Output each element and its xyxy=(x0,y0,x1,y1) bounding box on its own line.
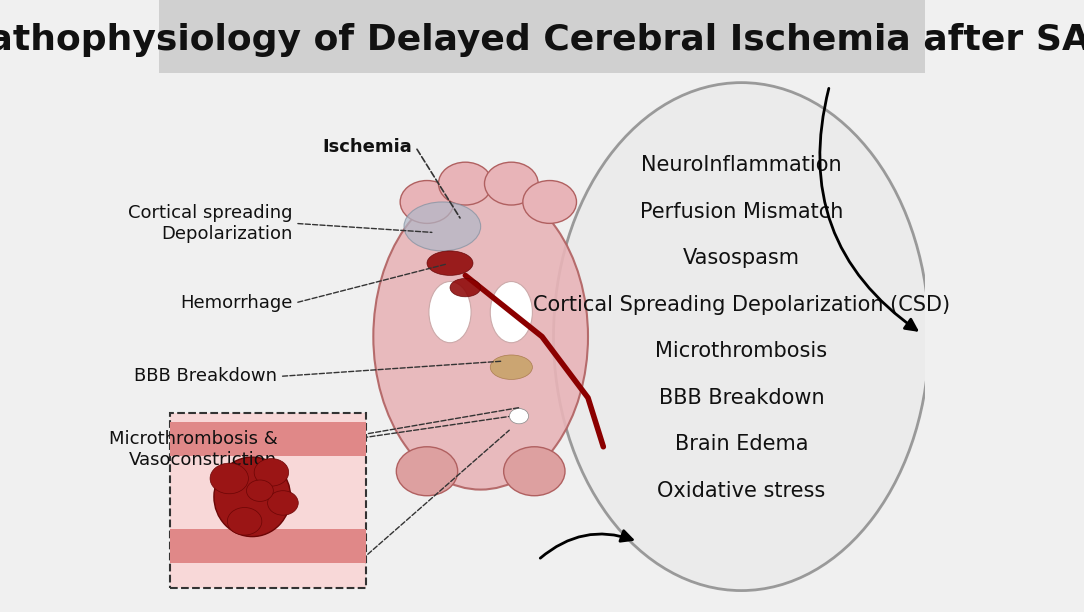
Ellipse shape xyxy=(246,480,273,501)
Text: Cortical spreading
Depolarization: Cortical spreading Depolarization xyxy=(128,204,293,243)
Text: Oxidative stress: Oxidative stress xyxy=(657,481,826,501)
Ellipse shape xyxy=(397,447,457,496)
Ellipse shape xyxy=(373,184,588,490)
Ellipse shape xyxy=(268,491,298,515)
Ellipse shape xyxy=(210,463,248,494)
Ellipse shape xyxy=(228,507,262,535)
Text: Cortical Spreading Depolarization (CSD): Cortical Spreading Depolarization (CSD) xyxy=(533,295,950,315)
Ellipse shape xyxy=(400,181,454,223)
Text: Brain Edema: Brain Edema xyxy=(674,435,808,454)
FancyBboxPatch shape xyxy=(170,529,365,563)
Text: Vasospasm: Vasospasm xyxy=(683,248,800,268)
Ellipse shape xyxy=(214,457,291,537)
Ellipse shape xyxy=(504,447,565,496)
Text: Hemorrhage: Hemorrhage xyxy=(180,294,293,312)
Ellipse shape xyxy=(490,355,532,379)
Text: Ischemia: Ischemia xyxy=(322,138,412,156)
Ellipse shape xyxy=(427,251,473,275)
Text: BBB Breakdown: BBB Breakdown xyxy=(659,388,824,408)
Ellipse shape xyxy=(450,278,480,297)
Ellipse shape xyxy=(439,162,492,205)
Text: BBB Breakdown: BBB Breakdown xyxy=(134,367,278,386)
FancyBboxPatch shape xyxy=(170,422,365,456)
Ellipse shape xyxy=(254,458,288,486)
Text: Microthrombosis &
Vasoconstriction: Microthrombosis & Vasoconstriction xyxy=(108,430,278,469)
Ellipse shape xyxy=(485,162,538,205)
Ellipse shape xyxy=(429,282,472,343)
Ellipse shape xyxy=(509,409,529,424)
Text: Microthrombosis: Microthrombosis xyxy=(656,341,827,361)
FancyBboxPatch shape xyxy=(170,413,365,588)
Text: Perfusion Mismatch: Perfusion Mismatch xyxy=(640,202,843,222)
Ellipse shape xyxy=(404,202,480,251)
Ellipse shape xyxy=(490,282,532,343)
FancyBboxPatch shape xyxy=(158,0,926,73)
Ellipse shape xyxy=(554,83,929,591)
Text: Pathophysiology of Delayed Cerebral Ischemia after SAH: Pathophysiology of Delayed Cerebral Isch… xyxy=(0,23,1084,57)
Text: NeuroInflammation: NeuroInflammation xyxy=(641,155,841,175)
Ellipse shape xyxy=(522,181,577,223)
